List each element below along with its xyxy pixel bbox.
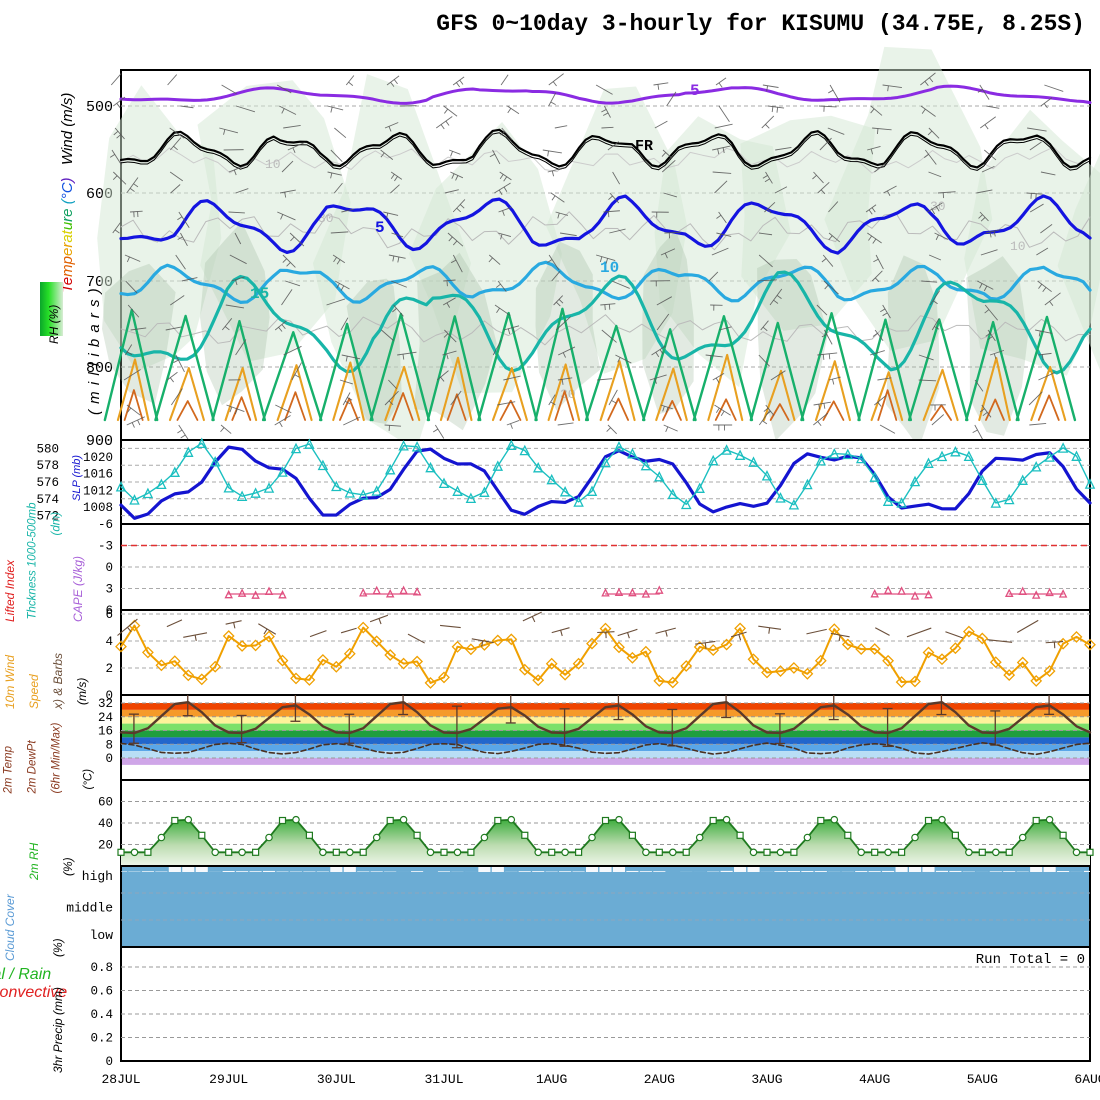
svg-text:29JUL: 29JUL <box>209 1072 248 1087</box>
svg-text:10: 10 <box>1010 239 1026 254</box>
svg-text:6AUG: 6AUG <box>1074 1072 1100 1087</box>
svg-text:60: 60 <box>98 796 113 810</box>
svg-text:2: 2 <box>105 662 113 676</box>
svg-text:5: 5 <box>375 219 385 237</box>
svg-text:0: 0 <box>105 752 113 766</box>
svg-text:6: 6 <box>105 608 113 622</box>
svg-text:31JUL: 31JUL <box>424 1072 463 1087</box>
svg-text:578: 578 <box>36 459 59 473</box>
svg-text:1020: 1020 <box>83 451 113 465</box>
svg-text:4AUG: 4AUG <box>859 1072 890 1087</box>
svg-text:0.8: 0.8 <box>90 961 113 975</box>
svg-text:8: 8 <box>105 738 113 752</box>
svg-text:1008: 1008 <box>83 501 113 515</box>
svg-text:580: 580 <box>36 442 59 456</box>
svg-text:3AUG: 3AUG <box>751 1072 782 1087</box>
svg-text:-3: -3 <box>98 540 113 554</box>
svg-text:GFS 0~10day 3-hourly for KISUM: GFS 0~10day 3-hourly for KISUMU (34.75E,… <box>436 11 1085 37</box>
svg-text:30JUL: 30JUL <box>317 1072 356 1087</box>
svg-text:FR: FR <box>635 138 653 155</box>
svg-text:middle: middle <box>66 901 113 916</box>
svg-text:low: low <box>90 928 114 943</box>
svg-text:1AUG: 1AUG <box>536 1072 567 1087</box>
svg-text:30: 30 <box>930 199 946 214</box>
svg-text:0: 0 <box>105 1055 113 1069</box>
svg-text:4: 4 <box>105 635 113 649</box>
svg-text:Run Total = 0: Run Total = 0 <box>976 952 1085 968</box>
svg-text:28JUL: 28JUL <box>101 1072 140 1087</box>
svg-text:5AUG: 5AUG <box>967 1072 998 1087</box>
svg-text:10: 10 <box>265 157 281 172</box>
svg-text:500: 500 <box>86 99 113 116</box>
svg-text:24: 24 <box>98 711 113 725</box>
svg-text:576: 576 <box>36 476 59 490</box>
svg-text:0.2: 0.2 <box>90 1032 113 1046</box>
svg-text:15: 15 <box>250 285 269 303</box>
svg-text:1016: 1016 <box>83 468 113 482</box>
svg-text:high: high <box>82 869 113 884</box>
svg-text:2AUG: 2AUG <box>644 1072 675 1087</box>
svg-text:3: 3 <box>105 583 113 597</box>
svg-text:0.6: 0.6 <box>90 985 113 999</box>
svg-text:1012: 1012 <box>83 484 113 498</box>
svg-text:-6: -6 <box>98 518 113 532</box>
svg-text:40: 40 <box>98 817 113 831</box>
svg-text:20: 20 <box>98 839 113 853</box>
svg-text:0: 0 <box>105 561 113 575</box>
svg-text:16: 16 <box>98 725 113 739</box>
svg-text:5: 5 <box>690 82 700 100</box>
svg-text:10: 10 <box>600 259 619 277</box>
svg-text:0.4: 0.4 <box>90 1008 113 1022</box>
svg-text:900: 900 <box>86 433 113 450</box>
svg-text:574: 574 <box>36 493 59 507</box>
svg-text:32: 32 <box>98 697 113 711</box>
